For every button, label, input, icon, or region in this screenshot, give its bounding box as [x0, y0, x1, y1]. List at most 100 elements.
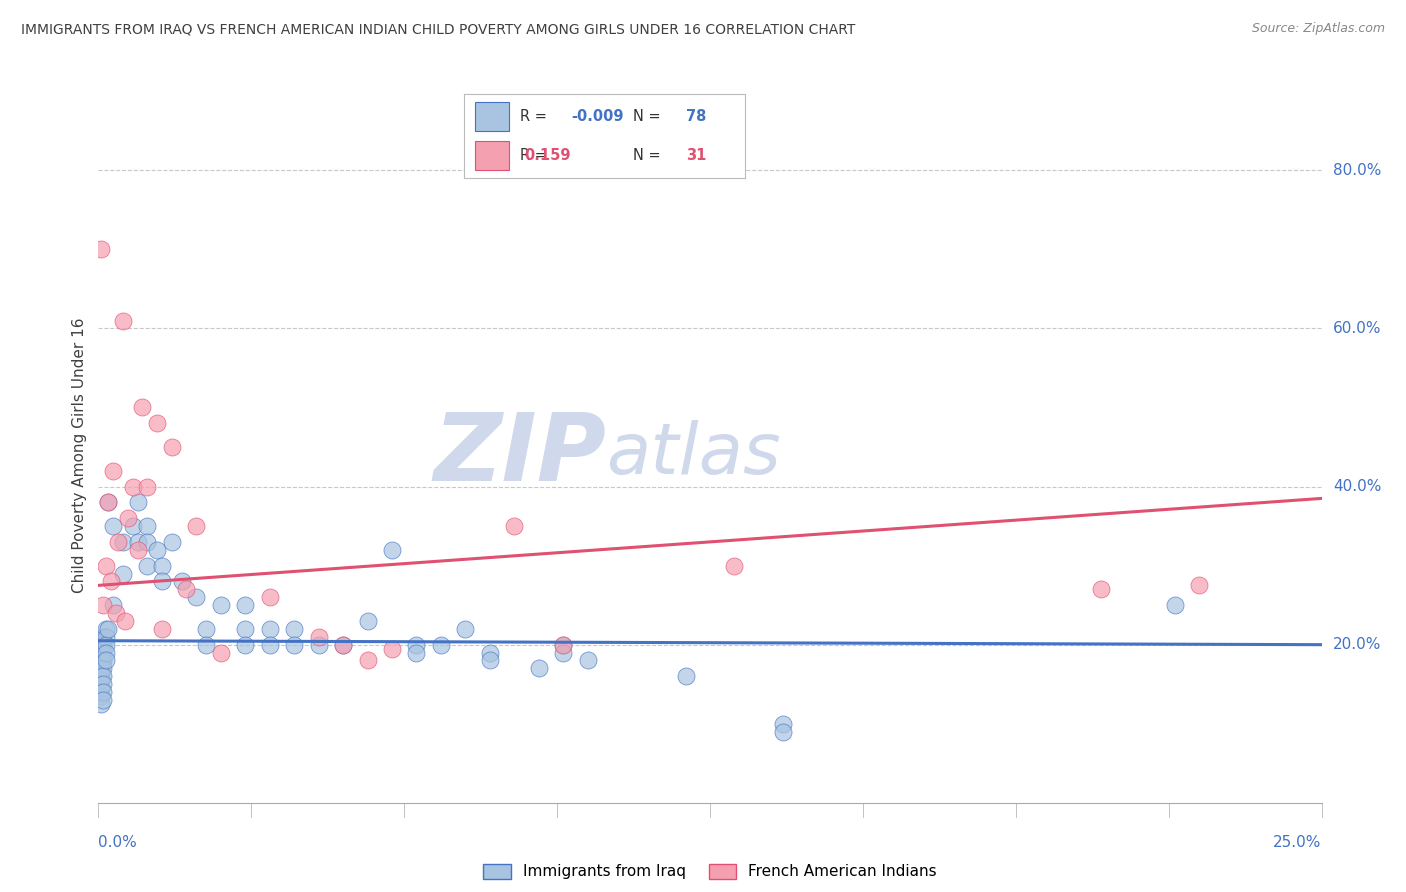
Point [100, 574, 122, 589]
Point [1188, 578, 1211, 592]
Point [91, 661, 114, 675]
Point [107, 535, 129, 549]
Point [1164, 598, 1187, 612]
Text: ZIP: ZIP [433, 409, 606, 501]
Point [121, 479, 143, 493]
Text: 0.159: 0.159 [524, 148, 571, 163]
Point [94, 638, 117, 652]
Point [111, 313, 134, 327]
Point [94, 558, 117, 573]
Point [90, 653, 112, 667]
Point [90, 661, 112, 675]
Point [101, 464, 124, 478]
Point [176, 582, 198, 597]
Point [675, 669, 697, 683]
Point [478, 646, 501, 660]
Point [146, 417, 169, 431]
Point [308, 630, 330, 644]
Point [136, 558, 159, 573]
Point [91, 693, 114, 707]
Point [160, 440, 183, 454]
Point [186, 591, 208, 605]
Point [111, 535, 134, 549]
Text: 60.0%: 60.0% [1333, 321, 1381, 336]
Point [259, 591, 281, 605]
Point [97, 495, 120, 509]
Point [91, 638, 114, 652]
Point [233, 598, 256, 612]
Point [91, 598, 114, 612]
Point [91, 669, 114, 683]
Point [136, 479, 159, 493]
Point [283, 638, 305, 652]
Legend: Immigrants from Iraq, French American Indians: Immigrants from Iraq, French American In… [477, 857, 943, 886]
Point [356, 614, 378, 628]
Point [195, 622, 218, 636]
Point [121, 519, 143, 533]
Point [104, 606, 127, 620]
Point [233, 638, 256, 652]
Point [405, 638, 427, 652]
Text: atlas: atlas [606, 420, 780, 490]
Point [356, 653, 378, 667]
Point [772, 716, 794, 731]
Point [94, 646, 117, 660]
Point [90, 673, 112, 688]
Point [332, 638, 354, 652]
Point [97, 495, 120, 509]
Text: -0.009: -0.009 [571, 109, 623, 124]
Point [186, 519, 208, 533]
Point [283, 622, 305, 636]
Point [259, 638, 281, 652]
Point [503, 519, 526, 533]
Text: 80.0%: 80.0% [1333, 163, 1381, 178]
Point [195, 638, 218, 652]
Point [90, 681, 112, 695]
Point [1090, 582, 1112, 597]
Point [146, 542, 169, 557]
Point [553, 646, 575, 660]
Point [381, 542, 404, 557]
Point [94, 622, 117, 636]
Point [209, 598, 232, 612]
Text: 40.0%: 40.0% [1333, 479, 1381, 494]
Text: IMMIGRANTS FROM IRAQ VS FRENCH AMERICAN INDIAN CHILD POVERTY AMONG GIRLS UNDER 1: IMMIGRANTS FROM IRAQ VS FRENCH AMERICAN … [21, 22, 855, 37]
Text: 20.0%: 20.0% [1333, 637, 1381, 652]
Point [90, 689, 112, 703]
Point [114, 614, 136, 628]
Point [308, 638, 330, 652]
Bar [475, 141, 509, 169]
Point [90, 243, 112, 257]
Point [90, 697, 112, 711]
Point [478, 653, 501, 667]
Point [553, 638, 575, 652]
Point [405, 646, 427, 660]
Text: N =: N = [633, 148, 665, 163]
Point [170, 574, 193, 589]
Point [150, 574, 173, 589]
Text: 78: 78 [686, 109, 706, 124]
Y-axis label: Child Poverty Among Girls Under 16: Child Poverty Among Girls Under 16 [72, 318, 87, 592]
Point [94, 630, 117, 644]
Point [91, 677, 114, 691]
Point [131, 401, 153, 415]
Point [209, 646, 232, 660]
Point [127, 495, 149, 509]
Point [127, 535, 149, 549]
Point [97, 622, 120, 636]
Point [94, 653, 117, 667]
Point [127, 542, 149, 557]
Point [381, 641, 404, 656]
Point [101, 519, 124, 533]
Point [91, 685, 114, 699]
Point [454, 622, 477, 636]
Text: 25.0%: 25.0% [1274, 836, 1322, 850]
Point [101, 598, 124, 612]
Point [160, 535, 183, 549]
Point [91, 630, 114, 644]
Point [527, 661, 550, 675]
Point [723, 558, 745, 573]
Point [430, 638, 453, 652]
Point [233, 622, 256, 636]
Point [332, 638, 354, 652]
